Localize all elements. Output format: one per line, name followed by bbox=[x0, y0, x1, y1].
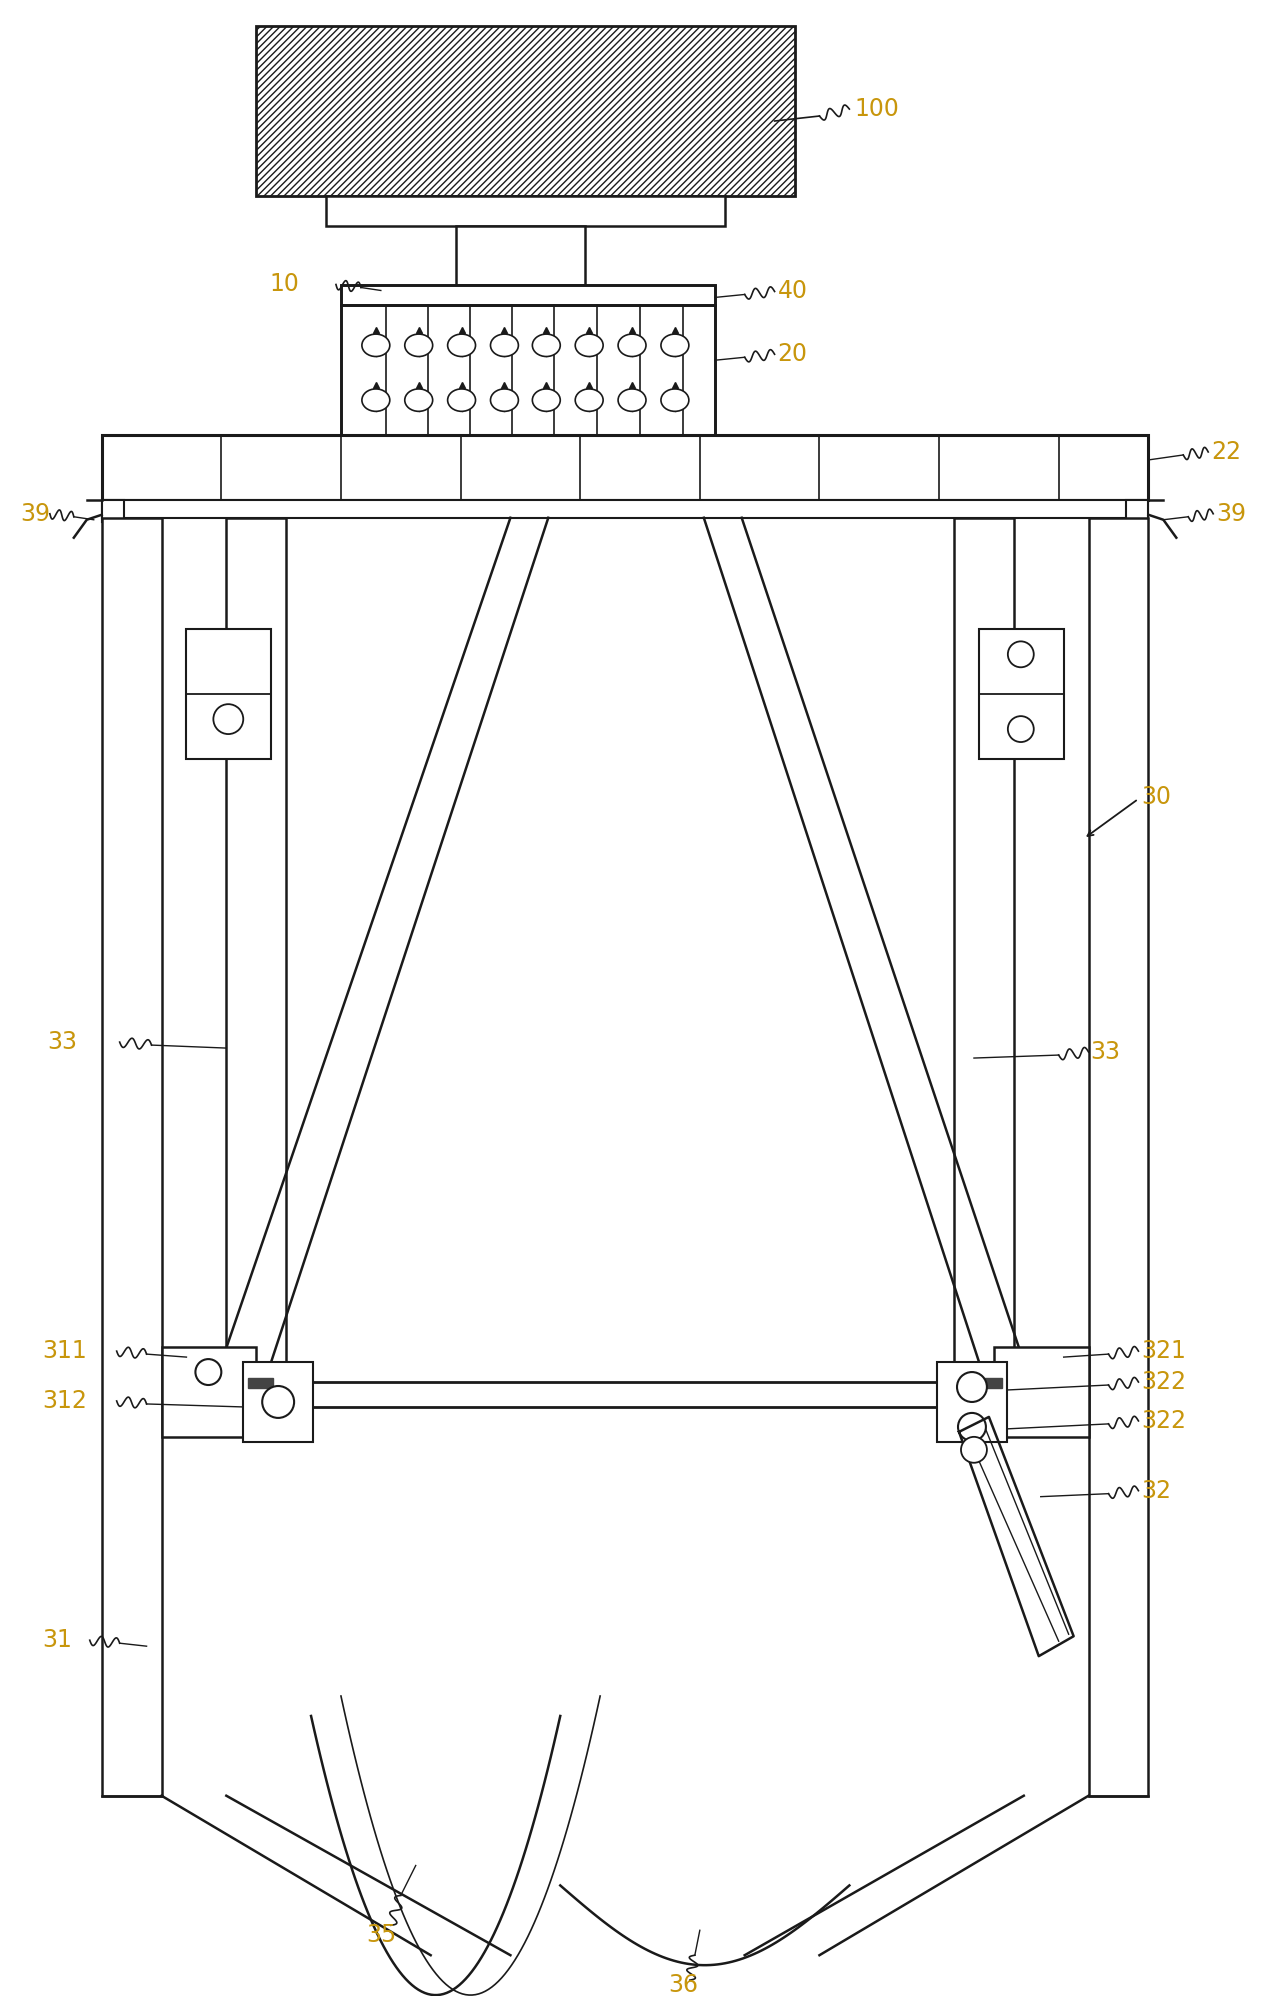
Ellipse shape bbox=[404, 334, 433, 356]
Text: 39: 39 bbox=[21, 502, 50, 526]
Bar bbox=[954, 518, 1014, 1377]
Bar bbox=[161, 1347, 256, 1437]
Ellipse shape bbox=[661, 334, 689, 356]
Circle shape bbox=[1007, 716, 1034, 742]
Ellipse shape bbox=[532, 334, 560, 356]
Ellipse shape bbox=[532, 388, 560, 412]
Ellipse shape bbox=[362, 334, 390, 356]
Text: 20: 20 bbox=[778, 342, 808, 366]
Bar bbox=[456, 226, 585, 286]
Bar bbox=[979, 630, 1064, 758]
Ellipse shape bbox=[448, 334, 475, 356]
Ellipse shape bbox=[661, 388, 689, 412]
Bar bbox=[102, 518, 161, 1795]
Ellipse shape bbox=[618, 334, 647, 356]
Text: 100: 100 bbox=[854, 96, 899, 120]
Circle shape bbox=[263, 1387, 294, 1419]
Text: 35: 35 bbox=[366, 1923, 397, 1947]
Text: 32: 32 bbox=[1141, 1479, 1171, 1503]
Bar bbox=[994, 1347, 1088, 1437]
Ellipse shape bbox=[448, 388, 475, 412]
Circle shape bbox=[196, 1359, 222, 1385]
Text: 322: 322 bbox=[1141, 1371, 1186, 1395]
Bar bbox=[1088, 518, 1149, 1795]
Text: 33: 33 bbox=[46, 1031, 77, 1055]
Text: 22: 22 bbox=[1211, 440, 1242, 464]
Text: 10: 10 bbox=[269, 272, 299, 296]
Bar bbox=[243, 1363, 313, 1443]
Bar bbox=[102, 500, 1149, 518]
Bar bbox=[227, 518, 286, 1377]
Bar bbox=[102, 434, 1149, 500]
Text: 311: 311 bbox=[43, 1339, 86, 1363]
Ellipse shape bbox=[491, 388, 518, 412]
Text: 33: 33 bbox=[1091, 1041, 1121, 1065]
Ellipse shape bbox=[576, 334, 603, 356]
Circle shape bbox=[961, 1437, 987, 1463]
Bar bbox=[1127, 500, 1149, 522]
Circle shape bbox=[958, 1413, 985, 1441]
Bar bbox=[256, 26, 795, 196]
Ellipse shape bbox=[362, 388, 390, 412]
Text: 40: 40 bbox=[778, 280, 808, 304]
Text: 321: 321 bbox=[1141, 1339, 1186, 1363]
Text: 39: 39 bbox=[1216, 502, 1247, 526]
Ellipse shape bbox=[576, 388, 603, 412]
Ellipse shape bbox=[404, 388, 433, 412]
Bar bbox=[326, 196, 725, 226]
Bar bbox=[341, 286, 715, 434]
Bar bbox=[102, 500, 124, 522]
Circle shape bbox=[214, 704, 243, 734]
Ellipse shape bbox=[491, 334, 518, 356]
Bar bbox=[341, 286, 715, 434]
Bar bbox=[187, 630, 272, 758]
Text: 36: 36 bbox=[668, 1973, 698, 1997]
Text: 30: 30 bbox=[1141, 784, 1171, 808]
Bar bbox=[249, 1379, 273, 1389]
Bar bbox=[938, 1363, 1007, 1443]
Bar bbox=[976, 1379, 1002, 1389]
Text: 31: 31 bbox=[43, 1629, 72, 1653]
Ellipse shape bbox=[618, 388, 647, 412]
Circle shape bbox=[957, 1373, 987, 1403]
Text: 322: 322 bbox=[1141, 1409, 1186, 1433]
Circle shape bbox=[1007, 642, 1034, 666]
Text: 312: 312 bbox=[43, 1389, 86, 1413]
